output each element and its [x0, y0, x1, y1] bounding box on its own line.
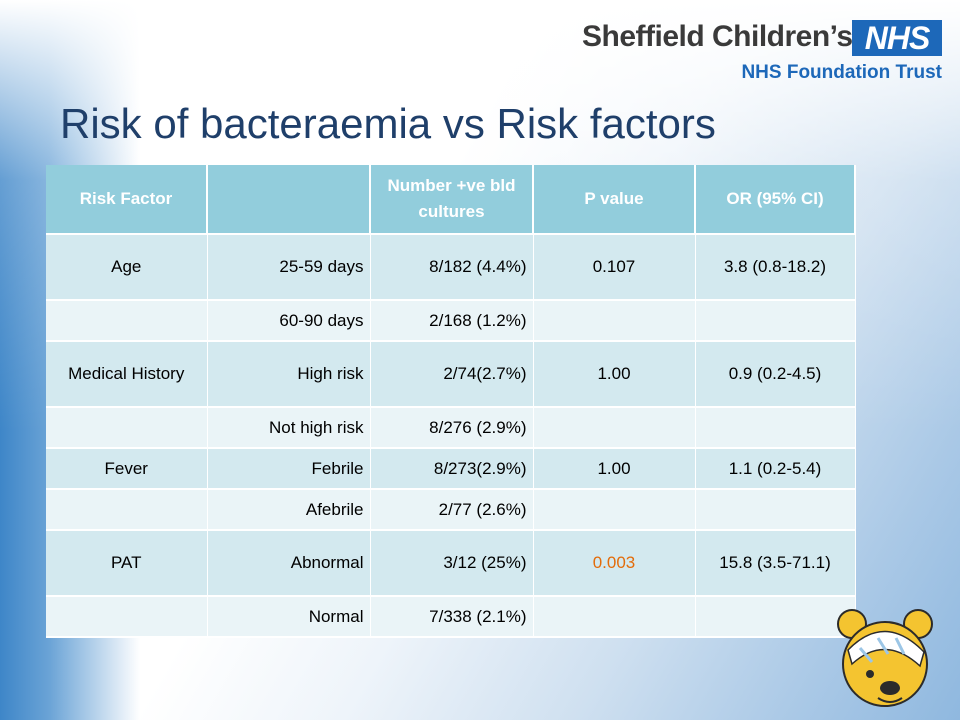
table-cell: 2/77 (2.6%): [370, 489, 534, 530]
column-header: Risk Factor: [46, 165, 208, 234]
table-cell: [695, 407, 856, 448]
table-cell: 3/12 (25%): [370, 530, 534, 596]
table-cell: 0.9 (0.2-4.5): [695, 341, 856, 407]
table-cell: 15.8 (3.5-71.1): [695, 530, 856, 596]
org-name: Sheffield Children’s: [582, 20, 853, 53]
table-row: Medical History High risk 2/74(2.7%) 1.0…: [46, 341, 856, 407]
table-cell: 1.00: [533, 448, 696, 489]
table-cell: 25-59 days: [207, 234, 371, 300]
table-cell: Not high risk: [207, 407, 371, 448]
table-cell: 2/168 (1.2%): [370, 300, 534, 341]
table-row: Age 25-59 days 8/182 (4.4%) 0.107 3.8 (0…: [46, 234, 856, 300]
risk-factor-table: Risk Factor Number +ve bld cultures P va…: [46, 165, 856, 638]
column-header: [207, 165, 371, 234]
table-row: PAT Abnormal 3/12 (25%) 0.003 15.8 (3.5-…: [46, 530, 856, 596]
table-cell: 1.00: [533, 341, 696, 407]
table-cell: 8/182 (4.4%): [370, 234, 534, 300]
trust-name: NHS Foundation Trust: [741, 62, 942, 83]
table-cell: Medical History: [46, 341, 208, 407]
table-cell: 8/273(2.9%): [370, 448, 534, 489]
table-cell: [695, 596, 856, 637]
table-cell: 1.1 (0.2-5.4): [695, 448, 856, 489]
table-row: Normal 7/338 (2.1%): [46, 596, 856, 637]
table-cell: PAT: [46, 530, 208, 596]
table-cell: 2/74(2.7%): [370, 341, 534, 407]
column-header: Number +ve bld cultures: [370, 165, 534, 234]
table-cell: [46, 596, 208, 637]
nhs-logo: Sheffield Children’s NHS NHS Foundation …: [582, 18, 942, 88]
table-header-row: Risk Factor Number +ve bld cultures P va…: [46, 165, 856, 234]
bandaged-bear-icon: [837, 609, 933, 707]
table-cell: Abnormal: [207, 530, 371, 596]
table-cell: [46, 300, 208, 341]
table-cell: 0.107: [533, 234, 696, 300]
table-cell: Fever: [46, 448, 208, 489]
table-cell: 7/338 (2.1%): [370, 596, 534, 637]
nhs-mark: NHS: [852, 20, 942, 56]
table-cell: [695, 489, 856, 530]
table-row: Fever Febrile 8/273(2.9%) 1.00 1.1 (0.2-…: [46, 448, 856, 489]
table-row: Afebrile 2/77 (2.6%): [46, 489, 856, 530]
table-cell: [533, 300, 696, 341]
table-cell-significant: 0.003: [533, 530, 696, 596]
table-cell: [533, 596, 696, 637]
table-cell: [46, 407, 208, 448]
table-cell: Afebrile: [207, 489, 371, 530]
table-cell: High risk: [207, 341, 371, 407]
table-cell: [533, 489, 696, 530]
table-row: Not high risk 8/276 (2.9%): [46, 407, 856, 448]
table-cell: [46, 489, 208, 530]
table-row: 60-90 days 2/168 (1.2%): [46, 300, 856, 341]
table-cell: Normal: [207, 596, 371, 637]
table-cell: [695, 300, 856, 341]
page-title: Risk of bacteraemia vs Risk factors: [60, 100, 716, 147]
table-cell: 8/276 (2.9%): [370, 407, 534, 448]
table-cell: 60-90 days: [207, 300, 371, 341]
table-cell: Age: [46, 234, 208, 300]
table-cell: Febrile: [207, 448, 371, 489]
column-header: P value: [533, 165, 696, 234]
table-cell: [533, 407, 696, 448]
column-header: OR (95% CI): [695, 165, 856, 234]
table-cell: 3.8 (0.8-18.2): [695, 234, 856, 300]
